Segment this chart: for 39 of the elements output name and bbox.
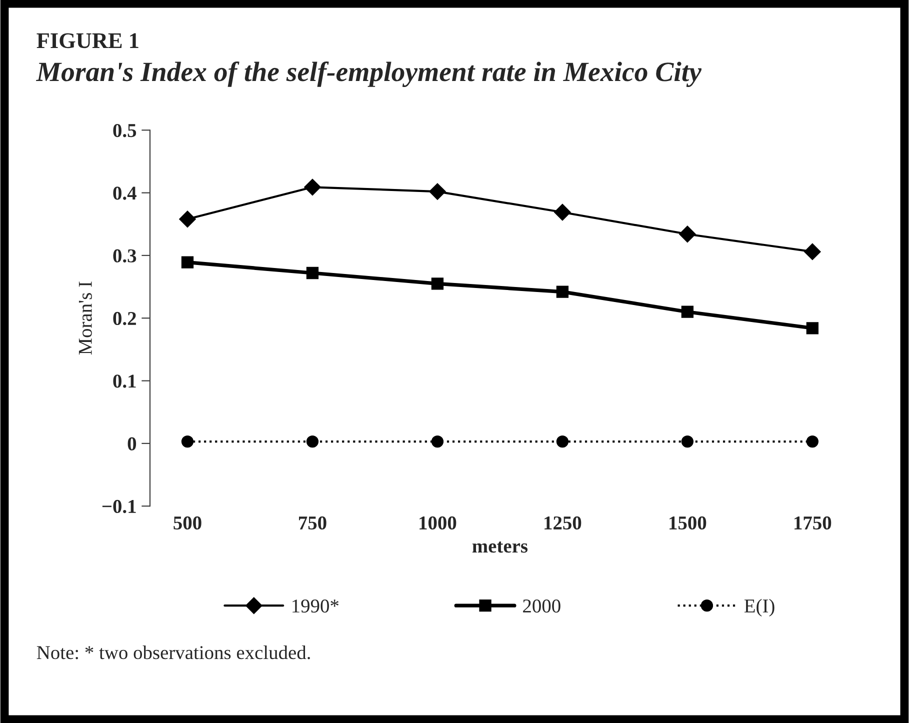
y-axis-title: Moran's I: [78, 282, 92, 355]
point: [681, 306, 694, 318]
point: [804, 243, 821, 260]
x-tick-label: 750: [298, 516, 326, 530]
point: [306, 435, 319, 448]
y-tick-label: −0.1: [102, 500, 136, 514]
y-tick-label: 0.5: [113, 124, 136, 138]
y-tick-label: 0.3: [113, 249, 136, 262]
point: [806, 435, 818, 448]
x-tick-label: 1250: [544, 516, 582, 530]
x-axis-title: meters: [472, 542, 528, 553]
point: [431, 278, 444, 290]
point: [556, 435, 569, 448]
point: [431, 435, 444, 448]
y-tick-label: 0.4: [113, 186, 136, 200]
point: [554, 204, 571, 221]
point: [179, 210, 196, 228]
x-tick-label: 500: [174, 516, 202, 530]
point: [306, 266, 319, 280]
point: [679, 226, 696, 243]
chart-title: FIGURE 1: [36, 33, 138, 48]
legend-label: E(I): [744, 598, 774, 617]
y-tick-label: 0.1: [113, 374, 136, 388]
legend-label: 1990*: [292, 599, 339, 613]
y-tick-label: 0.2: [113, 312, 136, 326]
legend-label: 2000: [523, 599, 560, 613]
x-tick-label: 1500: [670, 516, 706, 530]
x-tick-label: 1000: [420, 516, 456, 530]
point: [304, 178, 321, 196]
point: [181, 256, 194, 268]
y-tick-label: 0: [128, 437, 136, 450]
point: [181, 435, 194, 448]
point: [806, 322, 818, 334]
point: [681, 435, 694, 448]
text: Note: * two observations excluded.: [36, 646, 310, 660]
point: [556, 286, 569, 298]
point: [429, 183, 446, 200]
chart-subtitle: Moran's Index of the self-employment rate in Mexico City: [36, 61, 702, 88]
x-tick-label: 1750: [794, 516, 832, 530]
